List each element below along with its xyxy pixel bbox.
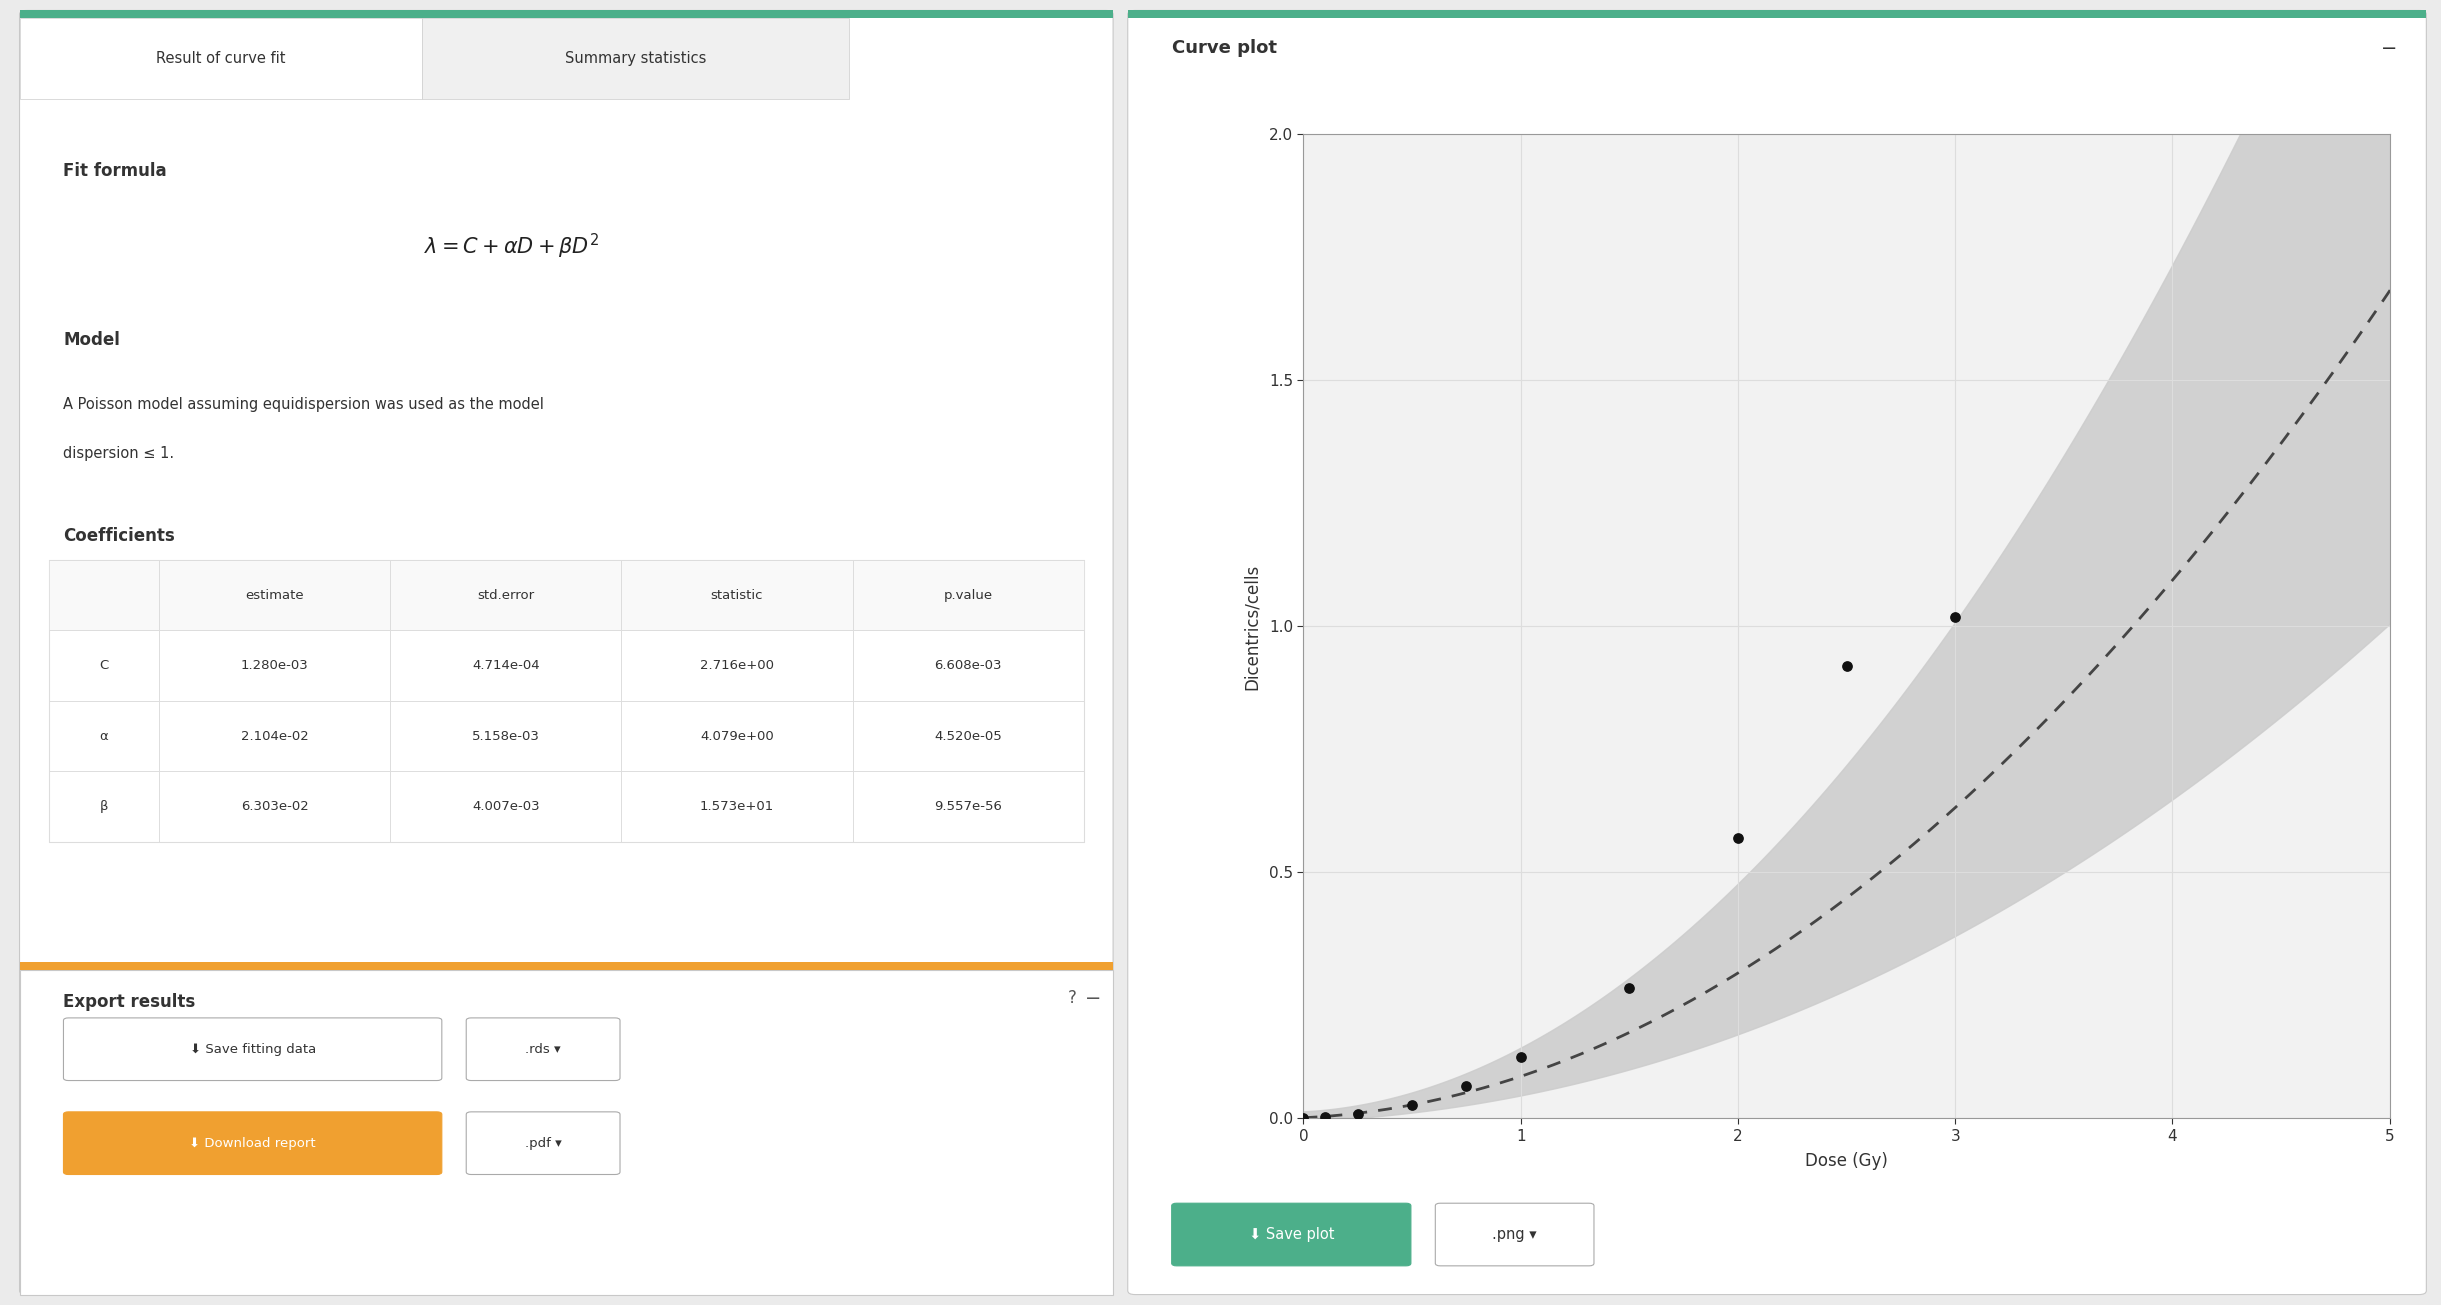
Text: std.error: std.error xyxy=(476,589,535,602)
FancyBboxPatch shape xyxy=(1172,1203,1411,1266)
Bar xyxy=(1128,10,2426,18)
Text: p.value: p.value xyxy=(945,589,993,602)
Text: ⬇ Save fitting data: ⬇ Save fitting data xyxy=(190,1043,315,1056)
Bar xyxy=(49,560,1084,842)
Bar xyxy=(20,962,1113,970)
Text: 5.158e-03: 5.158e-03 xyxy=(471,729,539,743)
Point xyxy=(1284,1108,1323,1129)
Text: statistic: statistic xyxy=(710,589,764,602)
Text: ?: ? xyxy=(1067,989,1076,1007)
Point xyxy=(1826,655,1867,676)
Text: Model: Model xyxy=(63,331,120,350)
Text: Fit formula: Fit formula xyxy=(63,162,166,180)
Point xyxy=(1718,827,1758,848)
Text: $\lambda = C + \alpha D + \beta D^2$: $\lambda = C + \alpha D + \beta D^2$ xyxy=(425,232,600,261)
Bar xyxy=(422,18,849,99)
Text: Result of curve fit: Result of curve fit xyxy=(156,51,286,67)
Point xyxy=(1306,1107,1345,1128)
Text: 4.520e-05: 4.520e-05 xyxy=(935,729,1003,743)
Text: 2.104e-02: 2.104e-02 xyxy=(242,729,308,743)
Text: C: C xyxy=(100,659,107,672)
Text: ⬇ Save plot: ⬇ Save plot xyxy=(1247,1227,1335,1242)
Text: .pdf ▾: .pdf ▾ xyxy=(525,1137,561,1150)
Point xyxy=(1391,1095,1430,1116)
Text: 1.280e-03: 1.280e-03 xyxy=(242,659,308,672)
Point xyxy=(1936,606,1975,626)
Bar xyxy=(20,970,1113,1295)
Point xyxy=(1611,977,1650,998)
Point xyxy=(1501,1047,1540,1067)
FancyBboxPatch shape xyxy=(466,1018,620,1081)
Text: .rds ▾: .rds ▾ xyxy=(525,1043,561,1056)
Text: Coefficients: Coefficients xyxy=(63,527,176,545)
Text: 6.608e-03: 6.608e-03 xyxy=(935,659,1001,672)
Point xyxy=(1338,1104,1377,1125)
Text: 2.716e+00: 2.716e+00 xyxy=(701,659,774,672)
FancyBboxPatch shape xyxy=(63,1112,442,1174)
Bar xyxy=(20,18,422,99)
Text: dispersion ≤ 1.: dispersion ≤ 1. xyxy=(63,446,176,461)
X-axis label: Dose (Gy): Dose (Gy) xyxy=(1806,1152,1887,1171)
Text: 4.007e-03: 4.007e-03 xyxy=(471,800,539,813)
Text: A Poisson model assuming equidispersion was used as the model: A Poisson model assuming equidispersion … xyxy=(63,397,544,411)
Text: α: α xyxy=(100,729,107,743)
Point xyxy=(1448,1075,1487,1096)
Text: −: − xyxy=(1084,989,1101,1009)
Text: 6.303e-02: 6.303e-02 xyxy=(242,800,308,813)
Text: Summary statistics: Summary statistics xyxy=(566,51,705,67)
Text: 9.557e-56: 9.557e-56 xyxy=(935,800,1003,813)
Text: Curve plot: Curve plot xyxy=(1172,39,1277,57)
Y-axis label: Dicentrics/cells: Dicentrics/cells xyxy=(1242,564,1260,689)
Bar xyxy=(20,10,1113,18)
FancyBboxPatch shape xyxy=(1128,10,2426,1295)
Text: 1.573e+01: 1.573e+01 xyxy=(701,800,774,813)
FancyBboxPatch shape xyxy=(1435,1203,1594,1266)
Text: ⬇ Download report: ⬇ Download report xyxy=(190,1137,315,1150)
Text: −: − xyxy=(2380,39,2397,59)
Bar xyxy=(49,560,1084,630)
Text: 4.714e-04: 4.714e-04 xyxy=(471,659,539,672)
FancyBboxPatch shape xyxy=(20,10,1113,1295)
Text: 4.079e+00: 4.079e+00 xyxy=(701,729,774,743)
FancyBboxPatch shape xyxy=(466,1112,620,1174)
Text: β: β xyxy=(100,800,107,813)
Text: estimate: estimate xyxy=(244,589,303,602)
FancyBboxPatch shape xyxy=(63,1018,442,1081)
Text: Export results: Export results xyxy=(63,993,195,1011)
Text: .png ▾: .png ▾ xyxy=(1491,1227,1538,1242)
